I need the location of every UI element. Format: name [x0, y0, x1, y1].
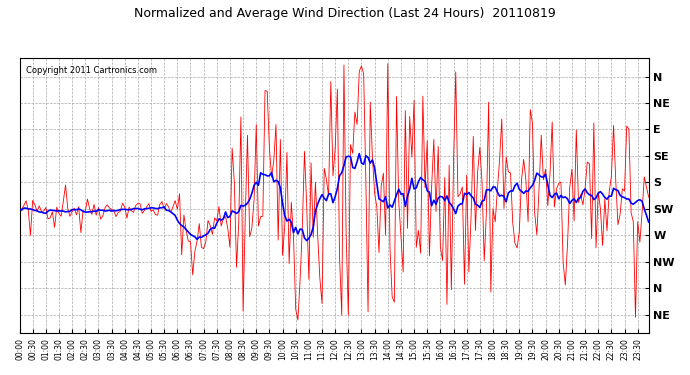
- Text: Copyright 2011 Cartronics.com: Copyright 2011 Cartronics.com: [26, 66, 157, 75]
- Text: Normalized and Average Wind Direction (Last 24 Hours)  20110819: Normalized and Average Wind Direction (L…: [134, 8, 556, 21]
